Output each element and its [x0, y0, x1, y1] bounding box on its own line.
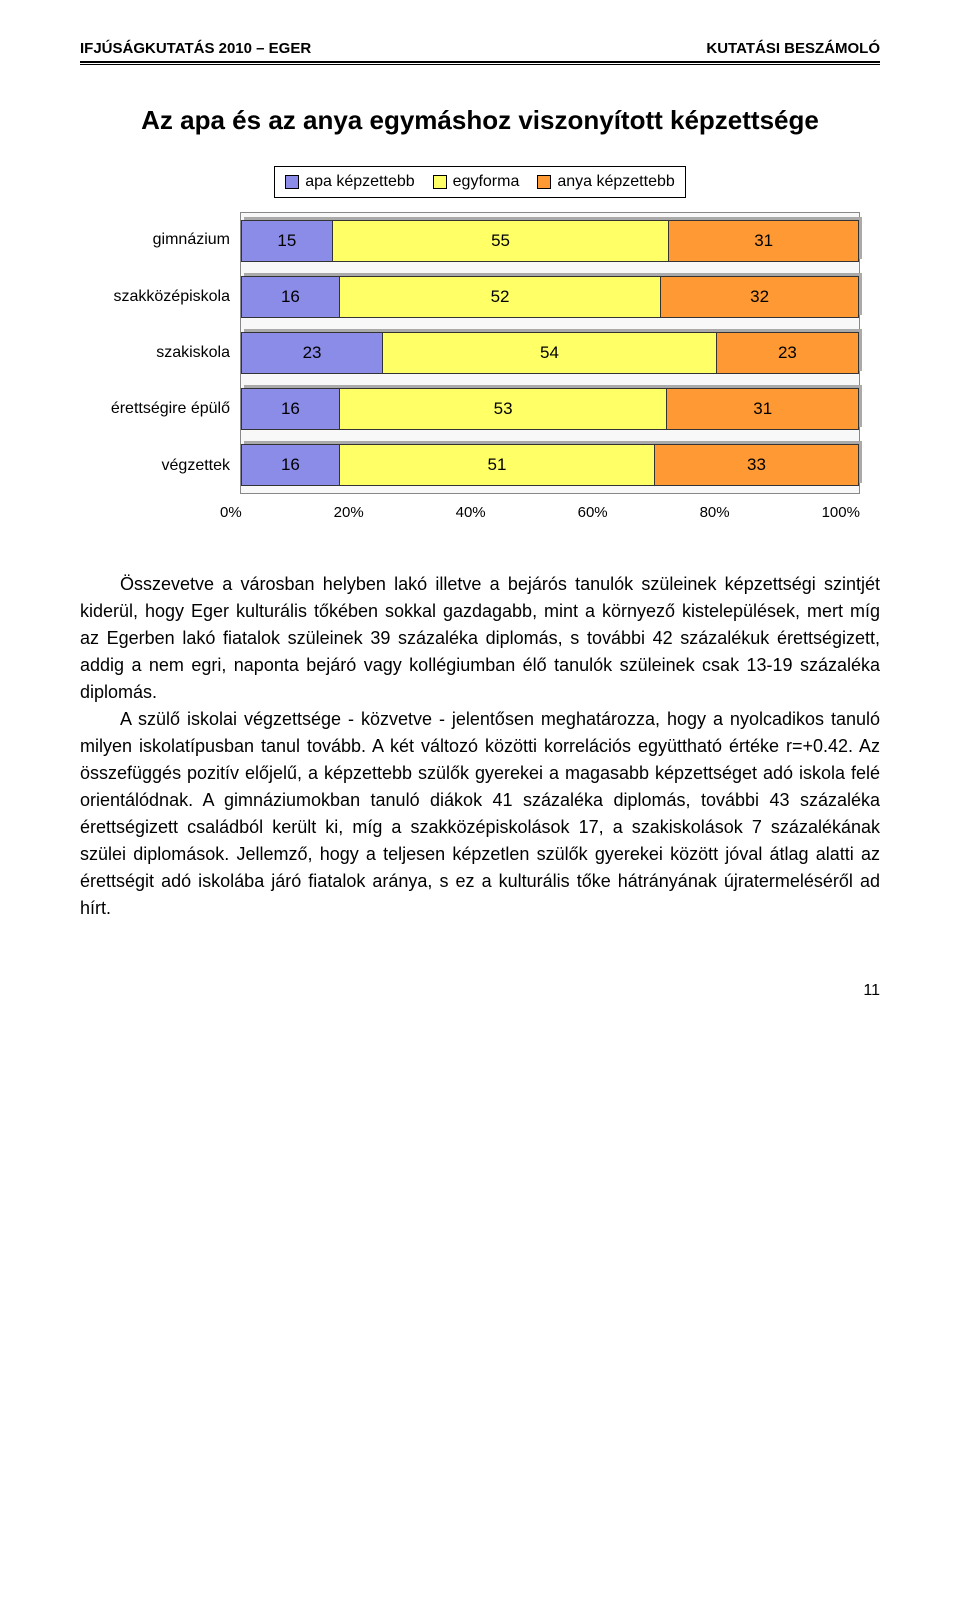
legend-label: apa képzettebb: [305, 173, 414, 191]
bar-segment: 51: [340, 444, 655, 486]
chart-legend: apa képzettebb egyforma anya képzettebb: [274, 166, 686, 198]
bar-segment: 31: [667, 388, 859, 430]
header-rule: [80, 61, 880, 65]
legend-swatch: [285, 175, 299, 189]
paragraph-1: Összevetve a városban helyben lakó illet…: [80, 571, 880, 706]
category-label: végzettek: [100, 457, 230, 475]
chart-xaxis: 0% 20% 40% 60% 80% 100%: [220, 504, 860, 521]
paragraph-2: A szülő iskolai végzettsége - közvetve -…: [80, 706, 880, 922]
legend-item: egyforma: [433, 173, 520, 191]
bar-segment: 23: [241, 332, 383, 374]
bar-segment: 15: [241, 220, 333, 262]
bar: 165331: [241, 388, 859, 430]
xaxis-tick: 20%: [334, 504, 364, 521]
bar-segment: 54: [383, 332, 717, 374]
bar-row: 155531: [241, 213, 859, 269]
bar-row: 165133: [241, 437, 859, 493]
bar-segment: 16: [241, 276, 340, 318]
bar-segment: 23: [717, 332, 859, 374]
chart-bars: 155531165232235423165331165133: [240, 212, 860, 494]
category-label: szakiskola: [100, 344, 230, 362]
chart-title: Az apa és az anya egymáshoz viszonyított…: [80, 105, 880, 136]
header-right: KUTATÁSI BESZÁMOLÓ: [706, 40, 880, 57]
header-left: IFJÚSÁGKUTATÁS 2010 – EGER: [80, 40, 311, 57]
bar-segment: 33: [655, 444, 859, 486]
bar: 165232: [241, 276, 859, 318]
bar: 155531: [241, 220, 859, 262]
page-header: IFJÚSÁGKUTATÁS 2010 – EGER KUTATÁSI BESZ…: [80, 40, 880, 57]
xaxis-tick: 40%: [456, 504, 486, 521]
bar-segment: 16: [241, 388, 340, 430]
bar: 165133: [241, 444, 859, 486]
legend-swatch: [537, 175, 551, 189]
bar-row: 165232: [241, 269, 859, 325]
bar-segment: 53: [340, 388, 668, 430]
bar-segment: 31: [669, 220, 859, 262]
legend-label: anya képzettebb: [557, 173, 674, 191]
legend-label: egyforma: [453, 173, 520, 191]
legend-item: apa képzettebb: [285, 173, 414, 191]
page-number: 11: [80, 982, 880, 1000]
bar-segment: 32: [661, 276, 859, 318]
xaxis-tick: 0%: [220, 504, 242, 521]
bar-row: 235423: [241, 325, 859, 381]
bar-segment: 16: [241, 444, 340, 486]
bar-segment: 52: [340, 276, 661, 318]
bar-row: 165331: [241, 381, 859, 437]
bar-segment: 55: [333, 220, 670, 262]
xaxis-tick: 80%: [700, 504, 730, 521]
bar: 235423: [241, 332, 859, 374]
category-label: szakközépiskola: [100, 288, 230, 306]
chart-ylabels: gimnázium szakközépiskola szakiskola éretts…: [100, 212, 230, 494]
xaxis-tick: 60%: [578, 504, 608, 521]
xaxis-tick: 100%: [822, 504, 860, 521]
category-label: gimnázium: [100, 231, 230, 249]
chart-area: gimnázium szakközépiskola szakiskola éretts…: [100, 212, 860, 494]
legend-item: anya képzettebb: [537, 173, 674, 191]
category-label: érettségire épülő: [100, 400, 230, 418]
legend-swatch: [433, 175, 447, 189]
